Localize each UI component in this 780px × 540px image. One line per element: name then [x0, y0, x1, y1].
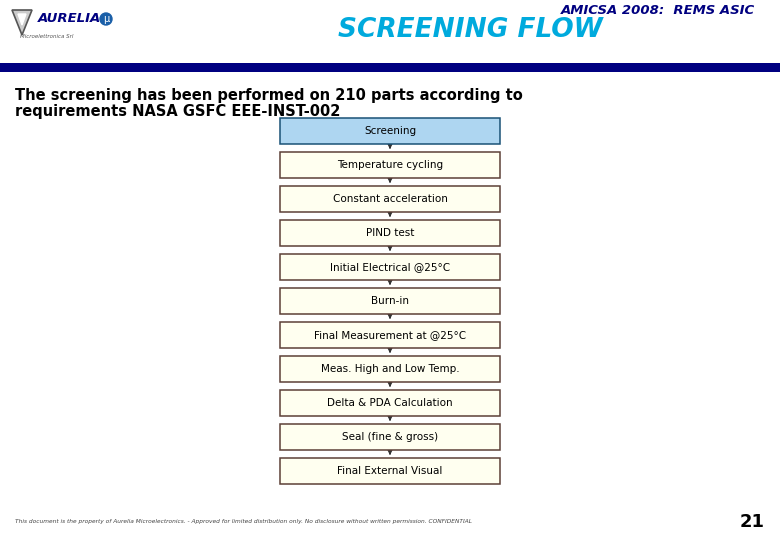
Text: Meas. High and Low Temp.: Meas. High and Low Temp.	[321, 364, 459, 374]
Text: The screening has been performed on 210 parts according to: The screening has been performed on 210 …	[15, 88, 523, 103]
Text: AURELIA: AURELIA	[38, 12, 101, 25]
Bar	[280, 288, 500, 314]
Bar	[280, 458, 500, 484]
Text: SCREENING FLOW: SCREENING FLOW	[338, 17, 602, 43]
Text: This document is the property of Aurelia Microelectronics. - Approved for limite: This document is the property of Aurelia…	[15, 519, 472, 524]
Bar	[280, 186, 500, 212]
Bar	[280, 322, 500, 348]
Text: Temperature cycling: Temperature cycling	[337, 160, 443, 170]
Bar	[0, 63, 780, 72]
Polygon shape	[18, 14, 26, 25]
Text: Initial Electrical @25°C: Initial Electrical @25°C	[330, 262, 450, 272]
Text: Final Measurement at @25°C: Final Measurement at @25°C	[314, 330, 466, 340]
Text: 21: 21	[740, 513, 765, 531]
Bar	[280, 220, 500, 246]
Bar	[280, 152, 500, 178]
Circle shape	[100, 13, 112, 25]
Polygon shape	[12, 10, 32, 35]
Text: Microelettronica Srl: Microelettronica Srl	[20, 33, 73, 38]
Text: Seal (fine & gross): Seal (fine & gross)	[342, 432, 438, 442]
Bar	[280, 390, 500, 416]
Bar	[280, 254, 500, 280]
Text: Final External Visual: Final External Visual	[337, 466, 443, 476]
Bar	[0, 0, 780, 70]
Bar	[280, 356, 500, 382]
Text: Delta & PDA Calculation: Delta & PDA Calculation	[327, 398, 453, 408]
Text: AMICSA 2008:  REMS ASIC: AMICSA 2008: REMS ASIC	[561, 3, 755, 17]
Text: Screening: Screening	[364, 126, 416, 136]
Text: Constant acceleration: Constant acceleration	[332, 194, 448, 204]
Text: μ: μ	[103, 14, 109, 24]
Text: requirements NASA GSFC EEE-INST-002: requirements NASA GSFC EEE-INST-002	[15, 104, 340, 119]
Bar	[280, 118, 500, 144]
Text: PIND test: PIND test	[366, 228, 414, 238]
Bar	[280, 424, 500, 450]
Text: Burn-in: Burn-in	[371, 296, 409, 306]
